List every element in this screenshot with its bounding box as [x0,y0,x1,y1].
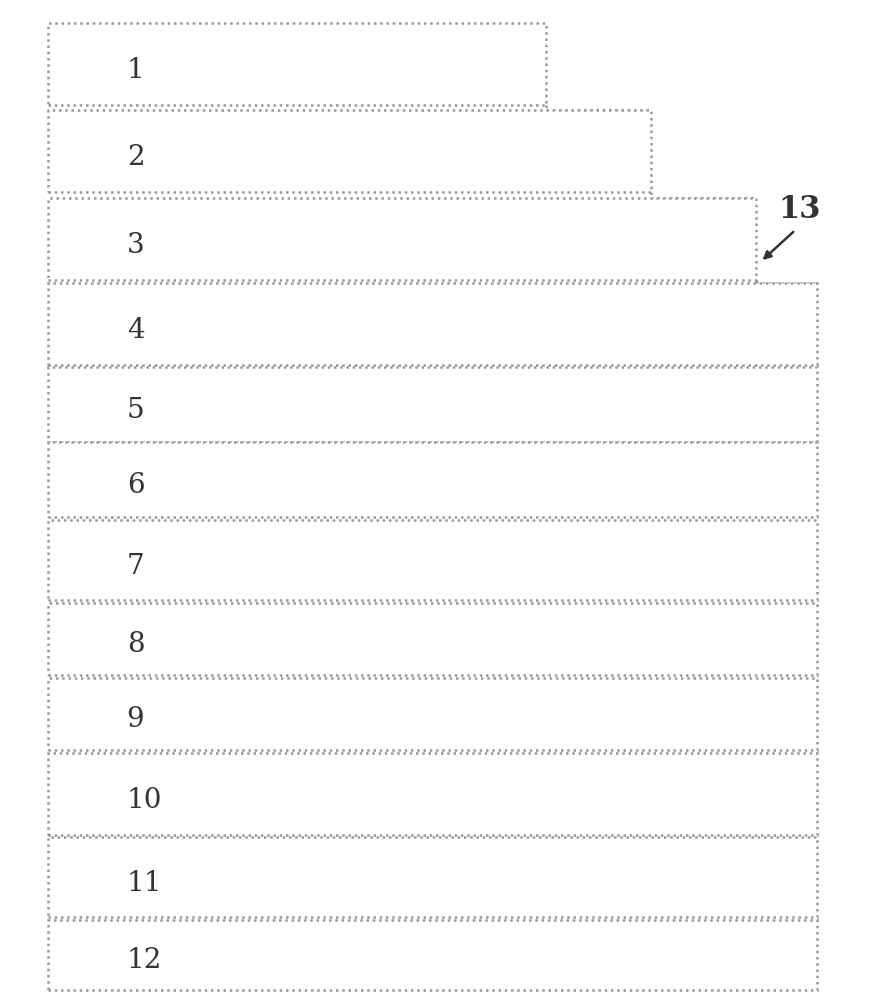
Text: 4: 4 [127,317,144,344]
Bar [48,23,546,105]
Text: 13: 13 [779,194,821,226]
Bar [48,442,817,517]
Text: 10: 10 [127,787,163,814]
Bar [48,920,817,990]
Bar [48,110,651,192]
Text: 3: 3 [127,232,144,259]
Bar [48,837,817,917]
Bar [48,753,817,835]
Bar [48,603,817,675]
Text: 7: 7 [127,553,144,580]
Text: 8: 8 [127,631,144,658]
Bar [48,283,817,365]
Bar [48,520,817,600]
Text: 1: 1 [127,57,144,84]
Text: 12: 12 [127,947,162,974]
Bar [48,678,817,750]
Text: 5: 5 [127,397,144,424]
Bar [48,198,756,280]
Text: 9: 9 [127,706,144,733]
Text: 6: 6 [127,472,144,499]
Bar [48,367,817,442]
Text: 11: 11 [127,870,163,897]
Text: 2: 2 [127,144,144,171]
